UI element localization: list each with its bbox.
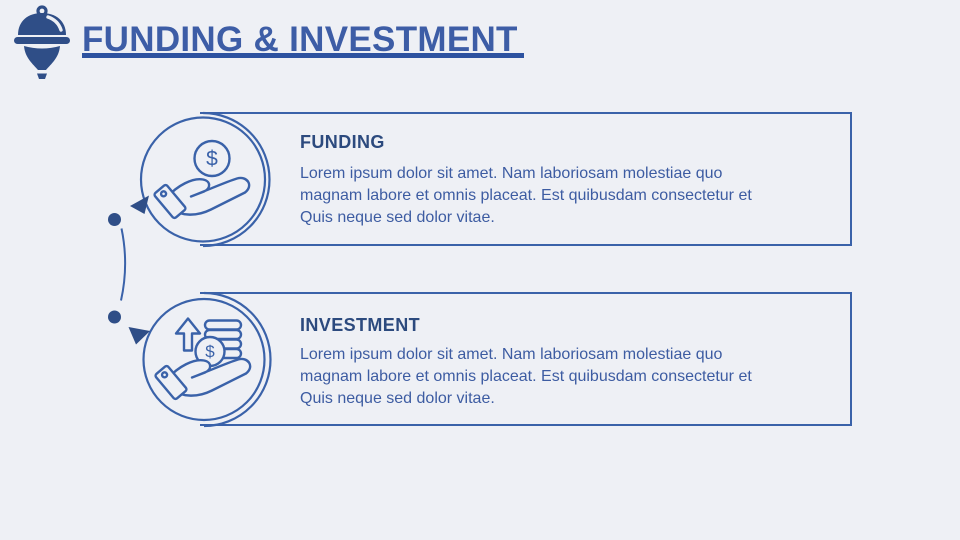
- body-line: Lorem ipsum dolor sit amet. Nam laborios…: [300, 165, 723, 182]
- logo-cloche-pin-icon: [14, 5, 70, 79]
- body-line: Quis neque sed dolor vitae.: [300, 390, 495, 407]
- funding-pointer-triangle: [130, 195, 149, 214]
- body-line: magnam labore et omnis placeat. Est quib…: [300, 368, 752, 385]
- connector-curve: [120, 228, 127, 301]
- body-line: Quis neque sed dolor vitae.: [300, 209, 495, 226]
- investment-card: [200, 292, 852, 426]
- up-arrow-icon: [174, 317, 202, 352]
- timeline-dot-2: [108, 310, 121, 324]
- body-line: magnam labore et omnis placeat. Est quib…: [300, 187, 752, 204]
- funding-card: [200, 112, 852, 246]
- investment-pointer-triangle: [128, 327, 150, 345]
- timeline-dot-1: [108, 213, 121, 226]
- title-underline: [82, 53, 524, 58]
- investment-card-title: INVESTMENT: [300, 315, 421, 335]
- body-line: Lorem ipsum dolor sit amet. Nam laborios…: [300, 346, 723, 363]
- funding-card-title: FUNDING: [300, 132, 385, 152]
- page-title: FUNDING & INVESTMENT: [82, 20, 518, 59]
- investment-card-body: Lorem ipsum dolor sit amet. Nam laborios…: [300, 344, 820, 410]
- funding-card-body: Lorem ipsum dolor sit amet. Nam laborios…: [300, 163, 820, 229]
